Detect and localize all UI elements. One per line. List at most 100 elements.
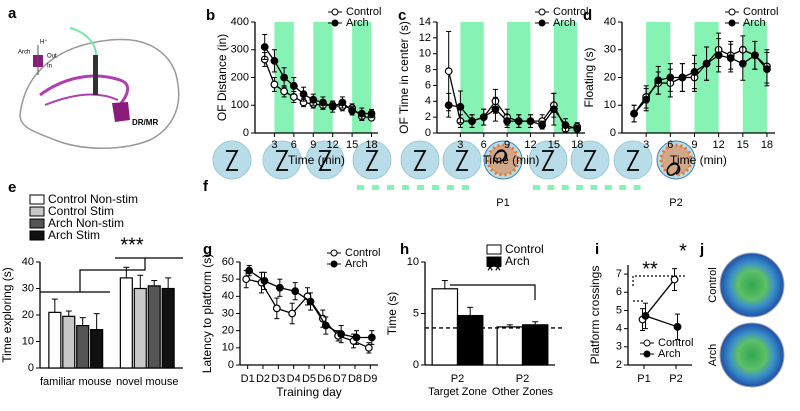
legend-label: Arch Non-stim	[48, 216, 124, 230]
legend-marker	[330, 249, 338, 257]
x-axis-label: Time (min)	[288, 153, 345, 167]
y-tick-label: 14	[419, 16, 431, 28]
stim-period	[742, 22, 767, 133]
x-tick-label: P2	[451, 373, 464, 385]
data-point	[538, 121, 547, 129]
x-tick-sublabel: Target Zone	[428, 386, 487, 398]
bar	[147, 285, 161, 369]
y-tick-label: 6	[425, 79, 431, 91]
y-tick-label: 5	[616, 304, 622, 316]
data-point	[319, 98, 327, 107]
data-point	[321, 321, 330, 330]
significance: ***	[120, 234, 144, 256]
data-point	[288, 309, 297, 318]
x-tick-label: novel mouse	[116, 376, 178, 388]
series-line	[645, 315, 678, 328]
bar	[48, 311, 62, 369]
legend-marker	[330, 260, 338, 268]
y-tick-label: 7	[616, 268, 622, 280]
y-tick-label: 0	[228, 359, 234, 371]
data-point	[306, 297, 315, 306]
stim-dash	[432, 185, 439, 190]
x-tick-label: 18	[761, 139, 773, 151]
data-point	[275, 283, 284, 292]
legend-marker	[643, 350, 651, 358]
x-tick-label: familiar mouse	[40, 376, 112, 388]
legend-label: Control Non-stim	[48, 192, 138, 206]
stim-dash	[372, 185, 379, 190]
legend-label: Control	[553, 6, 588, 18]
y-tick-label: 8	[425, 63, 431, 75]
swim-path	[413, 150, 427, 171]
significance: **	[642, 258, 658, 280]
data-point	[702, 59, 711, 68]
data-point	[367, 333, 376, 342]
bar	[119, 277, 133, 369]
data-point	[526, 117, 535, 126]
x-tick-label: 15	[346, 139, 358, 151]
panel-letter: b	[206, 7, 215, 24]
x-tick-label: D7	[333, 373, 347, 385]
data-point	[444, 67, 453, 76]
data-point	[670, 275, 679, 284]
data-point	[260, 43, 269, 51]
legend-marker	[643, 339, 651, 347]
data-point	[642, 95, 651, 104]
panel-letter: c	[398, 7, 406, 24]
x-tick-label: 12	[713, 139, 725, 151]
data-point	[641, 312, 650, 320]
data-point	[348, 106, 357, 115]
panel-letter: h	[400, 241, 409, 258]
y-tick-label: 40	[22, 256, 34, 268]
y-tick-label: 40	[222, 290, 234, 302]
data-point	[338, 98, 347, 107]
stim-period	[352, 22, 372, 133]
x-tick-label: P2	[516, 373, 529, 385]
x-tick-label: D4	[287, 373, 301, 385]
swim-path	[493, 149, 508, 163]
y-axis-label: OF Distance (in)	[215, 34, 229, 121]
data-point	[245, 266, 254, 275]
data-point	[690, 68, 699, 76]
x-tick-label: D3	[271, 373, 285, 385]
y-tick-label: 10	[22, 335, 34, 347]
probe-label: P1	[496, 197, 509, 209]
heatmap	[719, 252, 785, 318]
legend-marker	[331, 8, 339, 16]
x-tick-label: P2	[669, 373, 682, 385]
data-point	[270, 80, 279, 89]
legend-label: Arch	[658, 348, 681, 360]
data-point	[514, 117, 523, 126]
data-point	[309, 95, 318, 104]
bracket	[79, 258, 146, 292]
water-maze-trials	[212, 140, 696, 190]
legend-label: Control	[658, 337, 693, 349]
data-point	[630, 109, 638, 118]
y-tick-label: 30	[604, 44, 616, 56]
x-tick-label: D9	[363, 373, 377, 385]
data-point	[270, 56, 279, 65]
data-point	[726, 54, 735, 62]
legend-label: Arch Stim	[48, 228, 100, 242]
y-tick-label: 10	[222, 342, 234, 354]
heatmap	[719, 322, 785, 388]
data-point	[738, 59, 747, 68]
y-tick-label: 400	[231, 16, 249, 28]
bar	[456, 314, 484, 366]
data-point	[337, 330, 346, 339]
data-point	[299, 90, 308, 99]
data-point	[561, 121, 570, 129]
swim-path	[541, 150, 555, 171]
y-tick-label: 10	[604, 99, 616, 111]
data-point	[666, 73, 675, 82]
bar	[133, 287, 147, 369]
y-tick-label: 100	[231, 99, 249, 111]
legend-label: Arch	[553, 17, 576, 29]
data-point	[352, 333, 361, 342]
y-tick-label: 4	[616, 323, 622, 335]
legend-marker	[728, 8, 736, 16]
x-tick-label: D6	[317, 373, 331, 385]
swim-path	[275, 150, 289, 171]
y-tick-label: 2	[425, 111, 431, 123]
y-tick-label: 0	[28, 362, 34, 374]
